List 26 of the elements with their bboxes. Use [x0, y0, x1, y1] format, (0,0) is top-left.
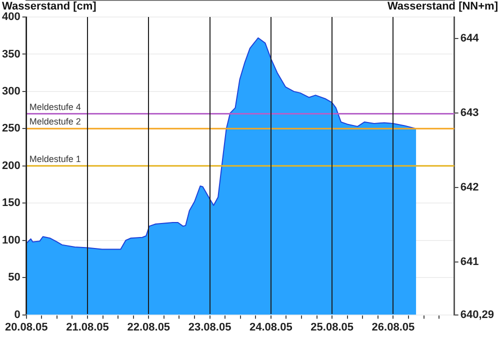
ref-line-label: Meldestufe 4 [29, 102, 81, 112]
y-axis-title: Wasserstand [cm] [2, 0, 97, 13]
y-tick-label: 100 [2, 234, 20, 246]
y-tick-label: 200 [2, 160, 20, 172]
x-tick-label: 23.08.05 [188, 321, 232, 334]
x-tick-label: 25.08.05 [310, 321, 354, 334]
y-tick-label: 0 [14, 308, 20, 321]
y-tick-label: 250 [2, 122, 20, 135]
x-tick-label: 20.08.05 [4, 321, 48, 334]
x-tick-label: 24.08.05 [250, 321, 292, 334]
y-tick-label: 50 [8, 272, 20, 284]
y2-tick-label: 644 [460, 32, 480, 45]
x-tick-label: 21.08.05 [66, 321, 109, 334]
y-tick-label: 400 [2, 11, 20, 24]
y2-tick-label: 641 [460, 256, 479, 268]
y-tick-label: 300 [2, 85, 20, 98]
x-tick-label: 22.08.05 [127, 321, 170, 334]
y2-tick-label: 643 [460, 107, 479, 120]
y2-tick-label: 640,29 [460, 308, 494, 321]
y-tick-label: 350 [2, 48, 20, 60]
y-tick-label: 150 [2, 197, 20, 210]
y2-tick-label: 642 [460, 182, 479, 194]
ref-line-label: Meldestufe 1 [29, 154, 81, 164]
ref-line-label: Meldestufe 2 [29, 116, 81, 127]
x-tick-label: 26.08.05 [372, 321, 415, 334]
y2-axis-title: Wasserstand [NN+m] [387, 0, 498, 13]
